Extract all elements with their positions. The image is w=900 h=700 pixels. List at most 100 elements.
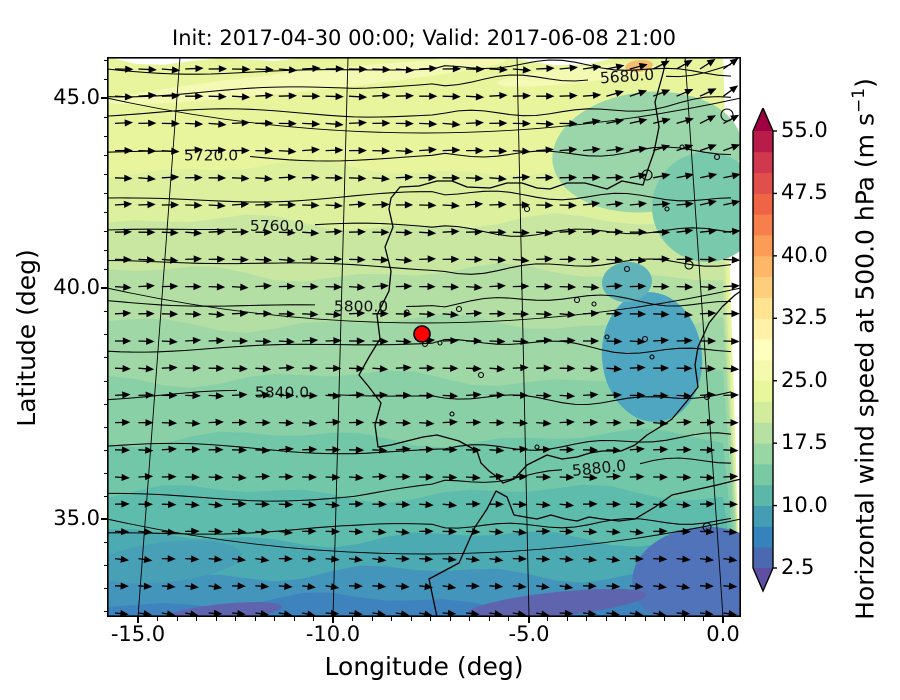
- wind-arrow-head: [638, 62, 648, 70]
- wind-arrow-head: [522, 147, 531, 155]
- wind-arrow-head: [426, 391, 435, 400]
- wind-arrow-head: [615, 173, 624, 182]
- wind-arrow-head: [332, 446, 341, 454]
- wind-arrow-head: [145, 365, 155, 373]
- wind-arrow-head: [499, 91, 508, 100]
- wind-arrow-head: [543, 336, 553, 345]
- wind-arrow-head: [522, 66, 532, 74]
- x-tick-label: -10.0: [305, 622, 361, 646]
- wind-arrow-head: [428, 201, 437, 209]
- wind-arrow-head: [239, 418, 248, 427]
- x-minor-tickmark: [157, 617, 158, 621]
- x-minor-tickmark: [371, 617, 373, 621]
- wind-arrow-head: [613, 419, 622, 427]
- wind-arrow-head: [217, 174, 227, 182]
- wind-arrow-head: [541, 582, 551, 591]
- wind-arrow-head: [706, 446, 716, 454]
- y-tick-label: 35.0: [53, 506, 100, 530]
- wind-arrow-head: [518, 582, 527, 590]
- wind-arrow-head: [519, 419, 529, 427]
- x-minor-tickmark: [586, 617, 587, 621]
- x-minor-tickmark: [274, 617, 275, 621]
- wind-arrow-head: [167, 582, 176, 590]
- wind-arrow-head: [425, 419, 435, 427]
- wind-arrow-head: [541, 555, 551, 563]
- wind-arrow-head: [260, 555, 270, 563]
- wind-arrow-head: [592, 91, 602, 99]
- wind-arrow-head: [263, 256, 273, 264]
- wind-arrow-head: [193, 282, 202, 291]
- wind-arrow-head: [217, 201, 226, 210]
- wind-arrow-head: [567, 364, 576, 372]
- colorbar-band: [753, 463, 773, 486]
- wind-arrow-head: [428, 146, 437, 154]
- wind-arrow-head: [148, 65, 157, 74]
- wind-arrow-head: [475, 174, 484, 182]
- wind-arrow-head: [519, 473, 528, 481]
- wind-arrow-head: [143, 582, 153, 590]
- lake-outline: [449, 411, 455, 417]
- wind-arrow-head: [660, 336, 670, 345]
- wind-arrow-head: [379, 365, 389, 373]
- wind-arrow-head: [427, 255, 437, 263]
- wind-arrow-head: [498, 174, 507, 183]
- wind-arrow-head: [260, 582, 270, 590]
- wind-arrow-head: [240, 228, 250, 236]
- geopotential-contour: [107, 258, 732, 275]
- wind-arrow-head: [287, 282, 296, 290]
- wind-arrow-head: [658, 582, 668, 591]
- wind-arrow-head: [264, 174, 273, 183]
- wind-arrow-head: [614, 310, 623, 318]
- wind-arrow-head: [637, 256, 647, 264]
- wind-arrow-head: [354, 555, 364, 563]
- wind-arrow-head: [592, 173, 601, 182]
- wind-arrow-head: [216, 310, 225, 319]
- lake-outline: [649, 354, 655, 360]
- wind-arrow-head: [355, 500, 364, 508]
- wind-arrow-head: [681, 583, 691, 591]
- wind-arrow-head: [452, 146, 461, 154]
- wind-arrow-head: [471, 528, 481, 536]
- wind-arrow-head: [566, 473, 575, 481]
- wind-arrow-head: [543, 364, 553, 372]
- wind-arrow-head: [262, 419, 271, 427]
- wind-arrow-head: [377, 582, 387, 590]
- y-minor-tickmark: [103, 268, 107, 270]
- wind-arrow-head: [190, 555, 200, 563]
- wind-arrow-head: [544, 229, 554, 237]
- wind-arrow-head: [614, 337, 623, 345]
- wind-arrow-head: [241, 93, 251, 101]
- wind-arrow-head: [684, 283, 694, 291]
- wind-arrow-head: [405, 147, 414, 155]
- wind-arrow-head: [382, 65, 391, 74]
- wind-arrow-head: [285, 445, 294, 453]
- x-minor-tickmark: [508, 617, 509, 621]
- wind-arrow-head: [288, 119, 297, 128]
- y-minor-tickmark: [103, 472, 107, 474]
- wind-arrow-head: [731, 256, 741, 264]
- wind-arrow-head: [330, 583, 340, 591]
- wind-arrow-head: [569, 64, 579, 72]
- wind-arrow-head: [708, 283, 717, 291]
- wind-arrow-head: [475, 119, 485, 127]
- wind-arrow-head: [470, 609, 480, 617]
- wind-arrow-head: [706, 58, 716, 67]
- speed-patch: [632, 526, 741, 617]
- geopotential-contour: [107, 294, 732, 308]
- wind-arrow-head: [194, 174, 203, 182]
- wind-arrow-head: [473, 309, 483, 318]
- wind-arrow-head: [612, 500, 622, 508]
- wind-arrow-head: [377, 555, 387, 563]
- wind-arrow-head: [125, 65, 134, 73]
- wind-arrow-head: [520, 310, 530, 318]
- wind-arrow-head: [146, 282, 155, 290]
- colorbar-tick-label: 25.0: [781, 367, 828, 392]
- wind-arrow-head: [378, 473, 388, 481]
- wind-arrow-head: [638, 282, 647, 290]
- wind-arrow-head: [661, 172, 671, 180]
- y-minor-tickmark: [103, 173, 107, 175]
- wind-arrow-head: [401, 555, 410, 563]
- wind-arrow-head: [334, 201, 343, 210]
- wind-arrow-head: [427, 310, 436, 318]
